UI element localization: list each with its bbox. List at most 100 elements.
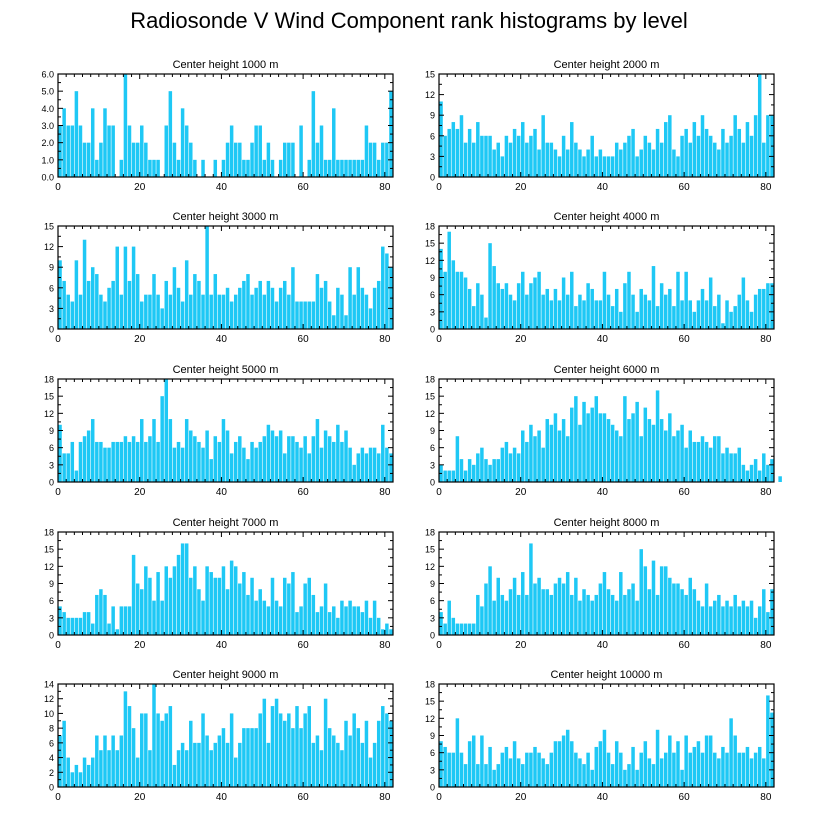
bar [115, 629, 119, 635]
x-tick-label: 0 [55, 640, 61, 651]
bar [729, 718, 733, 787]
bar [233, 142, 238, 177]
bar [123, 606, 128, 635]
bar [500, 288, 505, 329]
bar [176, 441, 181, 482]
bar [676, 583, 680, 635]
y-tick-label: 6 [430, 290, 435, 300]
bar [476, 122, 480, 177]
bar [672, 149, 676, 177]
bar [266, 280, 271, 329]
bar [189, 720, 193, 787]
bar [537, 577, 541, 635]
bar [262, 436, 267, 482]
bar [647, 142, 652, 177]
bar [385, 253, 389, 329]
bar [254, 600, 258, 635]
bar [553, 583, 558, 635]
bar [189, 577, 193, 635]
bar [598, 583, 603, 635]
bar [733, 115, 737, 177]
bar [692, 311, 697, 329]
bar [680, 424, 684, 482]
bar [229, 125, 234, 177]
bar [103, 108, 107, 177]
bar [717, 149, 721, 177]
bar [463, 470, 468, 482]
bar [74, 91, 79, 177]
y-tick-label: 6 [430, 596, 435, 606]
bar [708, 135, 713, 177]
y-tick-label: 3 [49, 460, 54, 470]
bar [590, 135, 594, 177]
bar [78, 125, 83, 177]
bar [107, 287, 111, 329]
bar [356, 606, 361, 635]
bar [193, 566, 197, 635]
bar [274, 436, 279, 482]
panel-title: Center height 7000 m [173, 517, 279, 529]
x-tick-label: 40 [216, 792, 228, 803]
bar [467, 623, 472, 635]
bar [721, 746, 725, 787]
bar [135, 142, 140, 177]
bar [225, 142, 230, 177]
y-tick-label: 0 [430, 783, 435, 793]
bar [459, 623, 464, 635]
y-tick-label: 3 [430, 613, 435, 623]
bar [664, 294, 668, 329]
bar [201, 713, 205, 787]
bar [307, 301, 311, 329]
bar [148, 159, 152, 177]
bar [372, 287, 377, 329]
bar [590, 407, 594, 482]
bar [684, 447, 688, 482]
bar [565, 572, 570, 635]
bar [614, 600, 619, 635]
bar [610, 156, 615, 177]
bar [262, 600, 267, 635]
panel-9: 0 20 40 60 80 0 2 4 6 8 10 12 14 Center height 9000 m [44, 669, 394, 803]
bar [659, 283, 664, 329]
bar [233, 757, 238, 787]
bar [323, 280, 328, 329]
bar [639, 436, 643, 482]
bar [213, 577, 218, 635]
bar [95, 735, 99, 787]
bar [278, 713, 283, 787]
bar [708, 606, 713, 635]
bar [156, 713, 160, 787]
bar [586, 283, 590, 329]
bar [639, 288, 643, 329]
bar [512, 300, 517, 329]
bar [659, 142, 664, 177]
bar [213, 159, 218, 177]
y-tick-label: 0 [49, 325, 54, 335]
bar [278, 606, 283, 635]
bar [496, 459, 500, 482]
bar [508, 589, 513, 635]
bar [745, 122, 750, 177]
bar [184, 260, 189, 329]
bar [233, 294, 238, 329]
panel-3: 0 20 40 60 80 0 3 6 9 12 15 Center height 3000 m [44, 211, 394, 345]
bar [58, 260, 62, 329]
bar [549, 300, 554, 329]
bar [733, 306, 737, 329]
bar [131, 728, 136, 787]
bar [266, 142, 271, 177]
bar [700, 606, 705, 635]
bar [586, 752, 590, 787]
bar [692, 441, 697, 482]
bar [119, 441, 124, 482]
bar [376, 453, 381, 482]
bar [619, 572, 623, 635]
bar [635, 769, 639, 787]
bar [753, 115, 758, 177]
bar [332, 315, 336, 329]
bar [713, 600, 717, 635]
y-tick-label: 15 [44, 392, 54, 402]
bar [376, 720, 381, 787]
bar [291, 572, 295, 635]
bar [291, 267, 295, 329]
